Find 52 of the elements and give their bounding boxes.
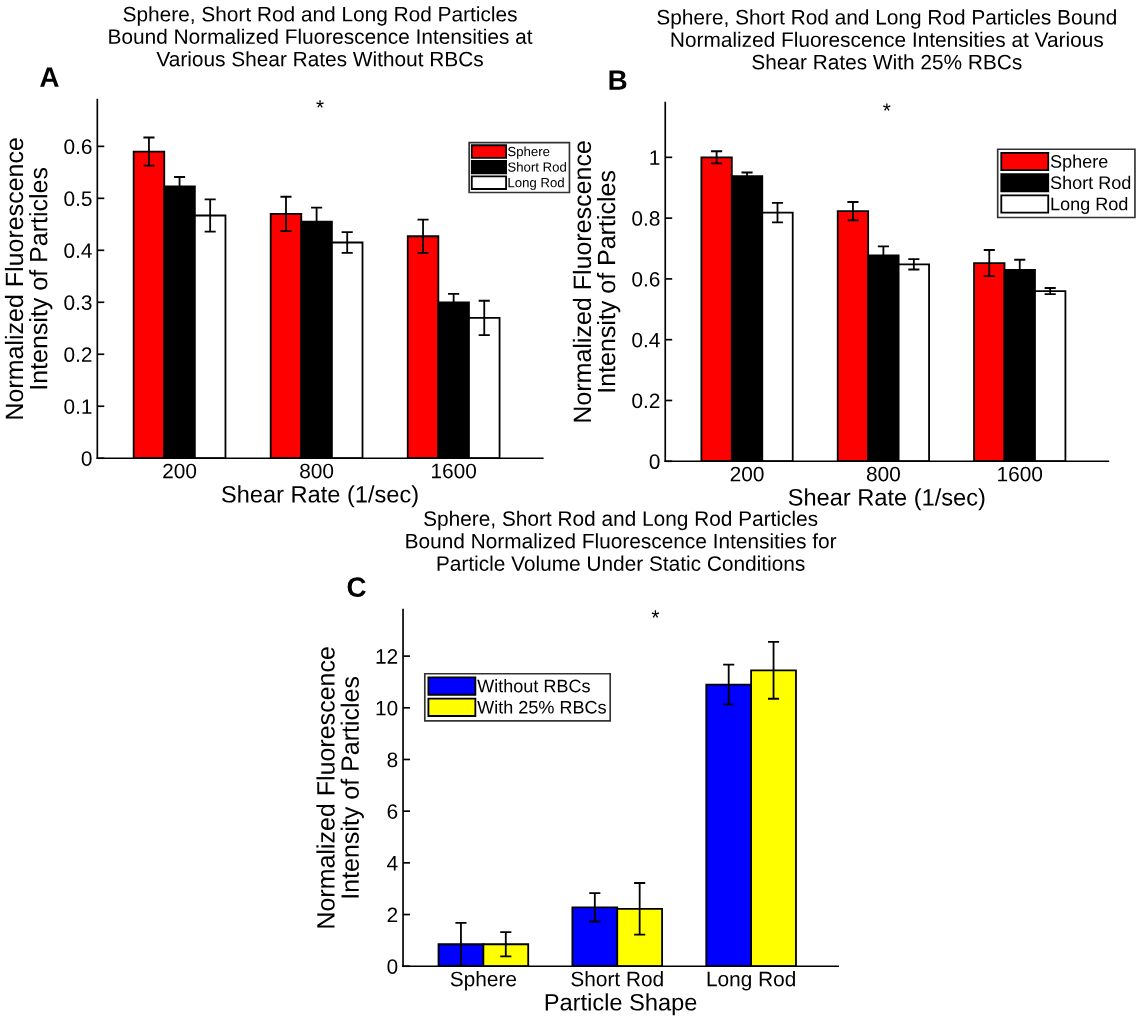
y-axis-title: Normalized Fluorescence Intensity of Particles [316,647,364,928]
legend-label: Long Rod [1051,197,1128,214]
y-tick-label: 0 [81,451,92,466]
legend-label: Short Rod [1050,175,1131,190]
y-tick-label: 0 [387,959,398,974]
y-tick-label: 0.5 [64,191,92,207]
legend-label: Short Rod [508,162,566,172]
y-tick-label: 2 [387,907,398,923]
legend-label: Without RBCs [477,679,590,693]
x-tick-label: 800 [300,463,334,479]
y-tick-label: 0.6 [64,139,92,155]
y-tick-label: 0 [649,454,660,470]
y-tick-label: 0.2 [64,347,92,363]
x-axis-title: Particle Shape [545,993,697,1016]
y-tick-label: 6 [387,804,398,819]
legend-label: With 25% RBCs [477,700,606,714]
y-tick-label: 8 [387,752,398,768]
x-tick-label: 1600 [998,466,1043,482]
x-tick-label: Sphere [450,971,517,991]
y-tick-label: 0.3 [64,295,92,311]
x-tick-label: 200 [730,466,764,482]
y-tick-label: 0.1 [64,399,92,414]
chart-title: Sphere, Short Rod and Long Rod Particles Bound Normalized Fluorescence Intensities at Various Shear Rates With 25% RBCs [657,9,1116,70]
x-tick-label: Short Rod [571,971,663,987]
text: C [347,577,366,597]
y-tick-label: 0.4 [632,332,660,348]
chart-title: Sphere, Short Rod and Long Rod Particles Bound Normalized Fluorescence Intensities for Particle Volume Under Static Conditions [406,510,837,571]
y-tick-label: 4 [387,856,398,871]
annotation: * [316,100,324,108]
y-tick-label: 1 [650,150,660,165]
chart-title: Sphere, Short Rod and Long Rod Particles Bound Normalized Fluorescence Intensities at Various Shear Rates Without RBCs [109,6,533,67]
x-tick-label: 800 [866,466,900,482]
y-axis-title: Normalized Fluorescence Intensity of Particles [4,138,53,419]
x-tick-label: Long Rod [707,971,795,991]
text: A [40,67,59,87]
text: B [609,70,627,90]
y-axis-title: Normalized Fluorescence Intensity of Particles [572,141,621,422]
y-tick-label: 12 [376,649,398,664]
x-tick-label: 200 [163,463,197,479]
y-tick-label: 0.6 [632,271,660,287]
y-tick-label: 0.4 [64,243,92,259]
y-tick-label: 10 [376,700,398,716]
legend-label: Long Rod [508,177,564,190]
y-tick-label: 0.2 [632,393,660,409]
x-tick-label: 1600 [432,463,477,479]
annotation: * [651,610,660,618]
x-axis-title: Shear Rate (1/sec) [222,485,418,508]
y-tick-label: 0.8 [632,211,660,226]
legend-label: Sphere [508,146,550,159]
legend-label: Sphere [1050,154,1108,172]
annotation: * [883,103,891,111]
x-axis-title: Shear Rate (1/sec) [788,488,985,511]
